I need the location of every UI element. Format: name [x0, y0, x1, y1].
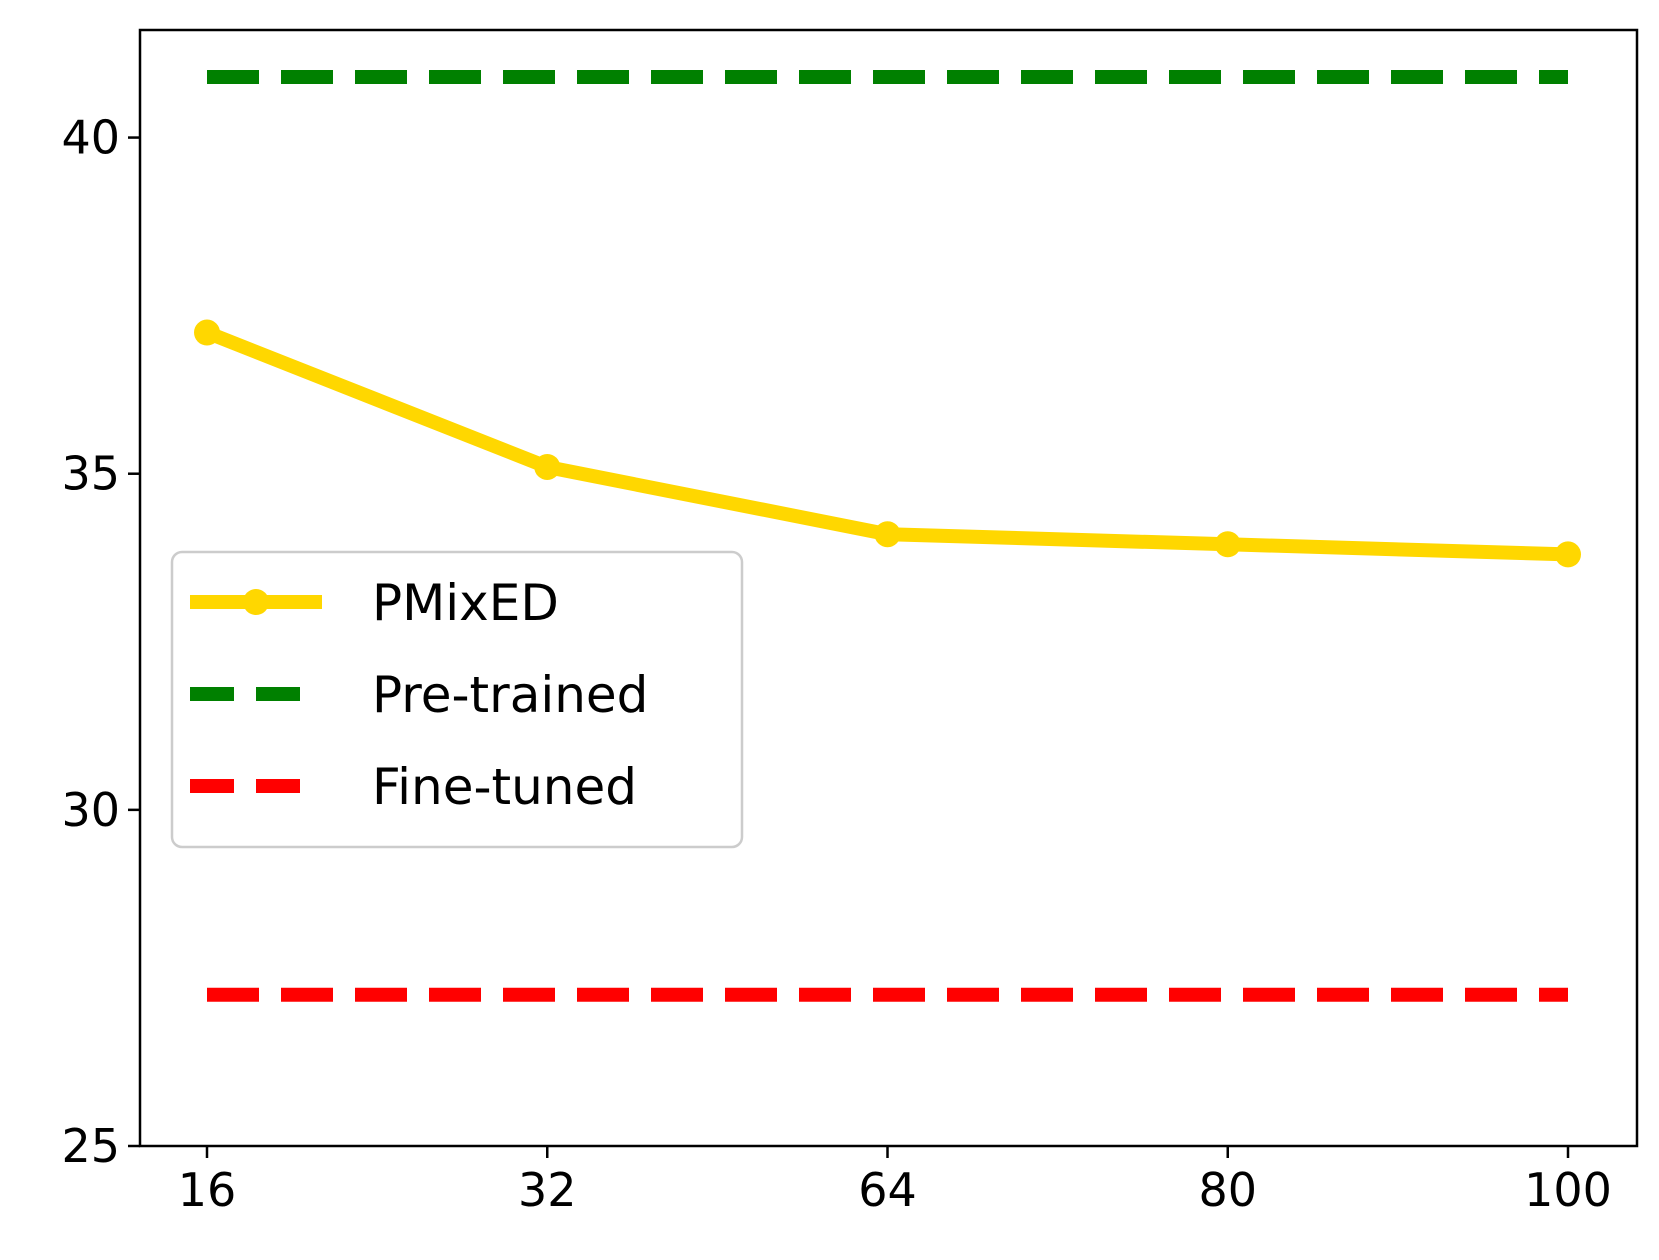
- legend-label-fine-tuned: Fine-tuned: [372, 758, 637, 816]
- legend-marker-pmixed: [243, 589, 269, 615]
- axes-layer: 16 32 64 80 100 25 30 35 40: [61, 111, 1611, 1217]
- data-point-pmixed: [1555, 541, 1581, 568]
- legend-label-pmixed: PMixED: [372, 574, 559, 632]
- data-point-pmixed: [1214, 531, 1241, 558]
- data-point-pmixed: [534, 453, 561, 480]
- data-point-pmixed: [874, 521, 901, 548]
- data-point-pmixed: [194, 319, 220, 346]
- x-tick-label: 80: [1198, 1163, 1257, 1217]
- series-layer: [194, 70, 1581, 1002]
- legend-label-pre-trained: Pre-trained: [372, 666, 648, 724]
- y-tick-label: 30: [61, 783, 120, 837]
- y-tick-label: 25: [61, 1119, 120, 1173]
- x-tick-label: 100: [1524, 1163, 1612, 1217]
- y-tick-label: 35: [61, 447, 120, 501]
- x-tick-label: 64: [858, 1163, 917, 1217]
- x-tick-label: 16: [178, 1163, 237, 1217]
- legend: PMixED Pre-trained Fine-tuned: [170, 550, 744, 849]
- legend-box: [170, 550, 744, 849]
- y-tick-label: 40: [61, 111, 120, 165]
- x-tick-label: 32: [518, 1163, 577, 1217]
